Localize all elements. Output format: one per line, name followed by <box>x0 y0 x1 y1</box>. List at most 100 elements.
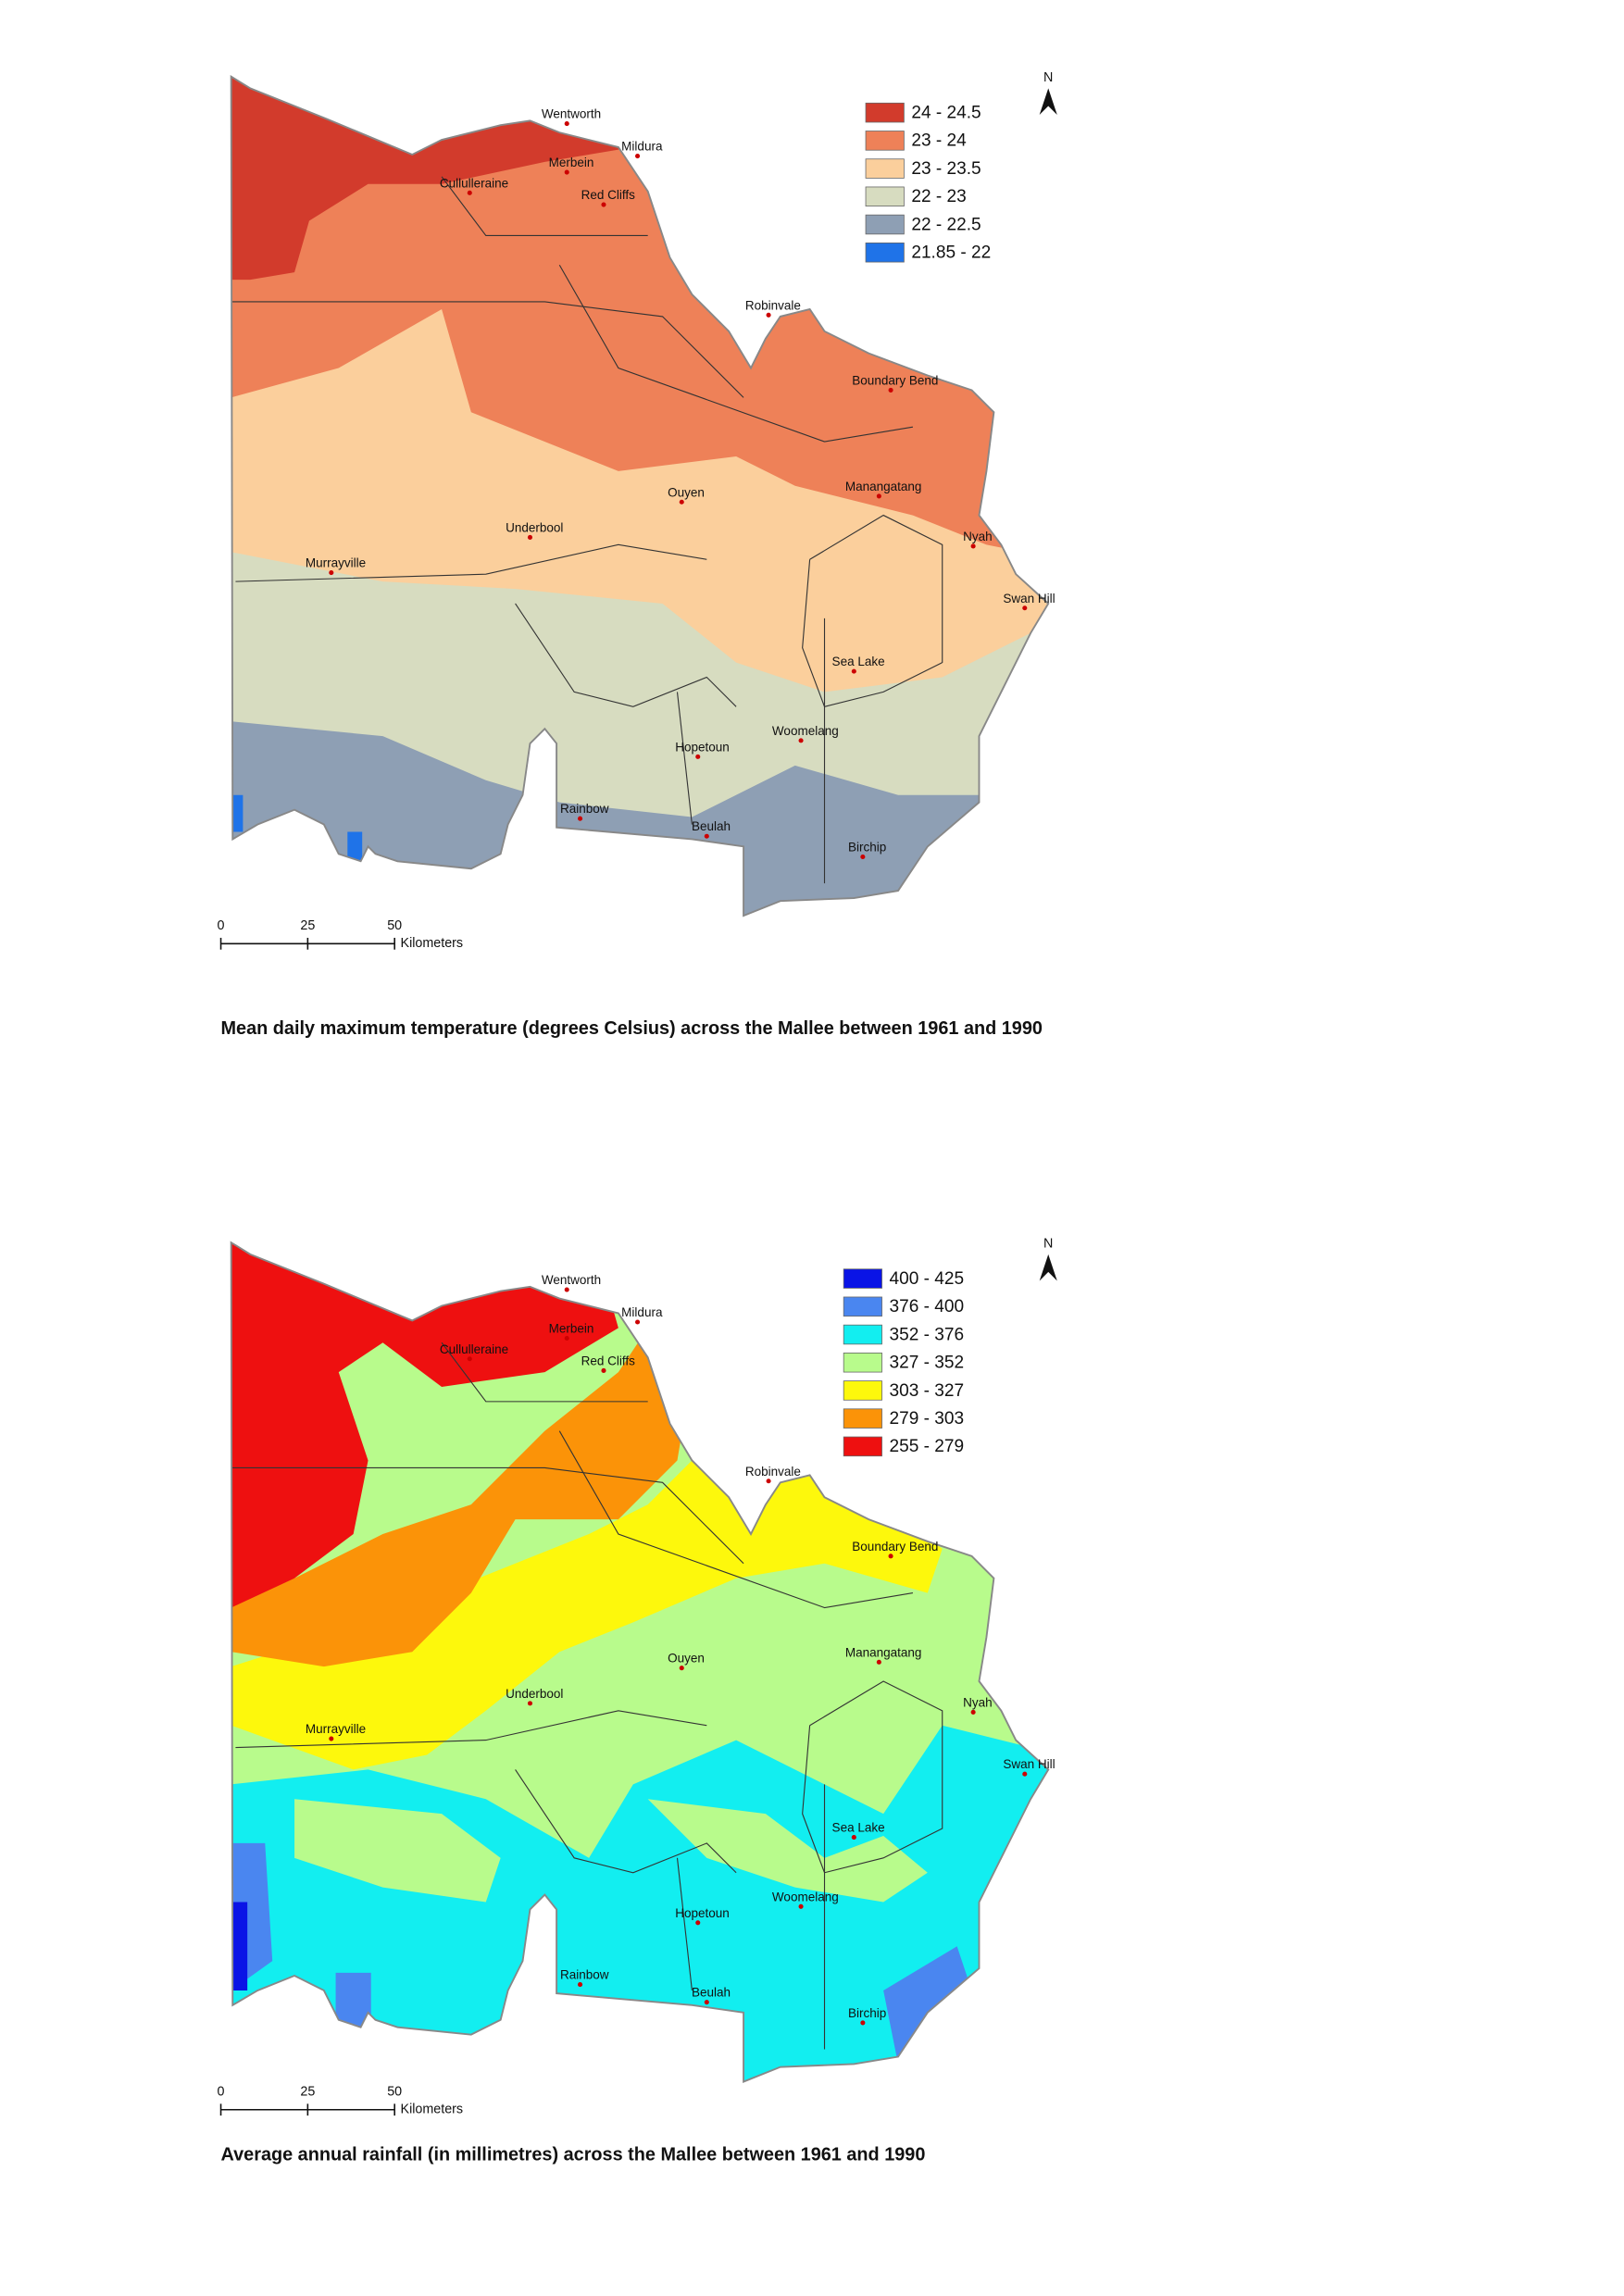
town-dot <box>467 1356 472 1362</box>
boundary-line <box>558 264 914 443</box>
legend-swatch <box>865 186 905 207</box>
town-dot <box>679 499 684 505</box>
town-dot <box>601 1367 606 1374</box>
town-dot <box>888 1554 893 1559</box>
north-label: N <box>1043 1237 1053 1252</box>
legend-swatch <box>865 131 905 151</box>
place-label: Nyah <box>963 1695 993 1709</box>
boundary-line <box>441 1341 648 1403</box>
town-dot <box>876 1659 881 1665</box>
place-label: Murrayville <box>306 556 366 570</box>
map-zone <box>883 1946 972 2065</box>
boundary-line <box>441 176 648 236</box>
place-label: Merbein <box>549 156 594 169</box>
place-label: Mildura <box>621 140 663 154</box>
legend-label: 279 - 303 <box>889 1409 964 1429</box>
place-label: Ouyen <box>668 1652 705 1666</box>
town-dot <box>564 1335 569 1341</box>
place-label: Woomelang <box>772 1890 839 1903</box>
legend-swatch <box>865 214 905 235</box>
place-label: Rainbow <box>560 1968 609 1982</box>
place-label: Mildura <box>621 1305 663 1319</box>
place-label: Red Cliffs <box>581 1354 636 1367</box>
legend-label: 22 - 23 <box>911 187 966 206</box>
town-dot <box>851 668 856 674</box>
boundary-line <box>515 1769 737 1874</box>
town-dot <box>601 202 606 207</box>
town-dot <box>704 833 709 839</box>
place-label: Cullulleraine <box>440 1342 508 1356</box>
legend-label: 23 - 24 <box>911 131 967 151</box>
town-dot <box>695 1920 701 1926</box>
town-dot <box>577 1982 583 1988</box>
place-label: Cullulleraine <box>440 176 508 190</box>
scale-label: 25 <box>300 918 315 933</box>
legend-swatch <box>843 1296 882 1317</box>
place-label: Ouyen <box>668 485 705 499</box>
map-zone <box>647 1799 928 1903</box>
town-dot <box>766 1479 771 1484</box>
boundary-line <box>676 1857 693 1991</box>
place-label: Robinvale <box>745 298 801 312</box>
town-dot <box>876 493 881 499</box>
legend-swatch <box>865 242 905 263</box>
legend-label: 21.85 - 22 <box>911 243 991 263</box>
map-zone <box>294 1799 501 1903</box>
place-label: Manangatang <box>845 1645 922 1659</box>
place-label: Boundary Bend <box>852 373 938 387</box>
north-label: N <box>1043 70 1053 85</box>
town-dot <box>527 1701 533 1706</box>
town-dot <box>564 121 569 127</box>
town-dot <box>851 1835 856 1841</box>
legend-swatch <box>843 1352 882 1373</box>
document: Wentworth Mildura Merbein Cullulleraine Red … <box>218 70 1057 2165</box>
legend-swatch <box>865 158 905 179</box>
boundary-line <box>235 1710 707 1749</box>
legend-label: 303 - 327 <box>889 1381 964 1401</box>
place-label: Wentworth <box>542 107 601 121</box>
map-panel: Wentworth Mildura Merbein Cullulleraine Red … <box>218 70 1057 951</box>
scale-label: 25 <box>300 2084 315 2099</box>
caption: Mean daily maximum temperature (degrees … <box>221 1018 1043 1039</box>
town-dot <box>527 534 533 540</box>
town-dot <box>798 1903 804 1909</box>
town-dot <box>860 2020 866 2026</box>
legend-label: 255 - 279 <box>889 1437 964 1456</box>
town-dot <box>860 854 866 860</box>
town-dot <box>467 190 472 195</box>
boundary-line <box>235 543 707 582</box>
boundary-line <box>231 301 744 398</box>
boundary-line <box>676 692 693 825</box>
place-label: Boundary Bend <box>852 1540 938 1554</box>
place-label: Underbool <box>506 1687 563 1701</box>
place-label: Sea Lake <box>832 1821 885 1835</box>
town-dot <box>564 169 569 175</box>
legend-label: 23 - 23.5 <box>911 159 981 179</box>
legend-label: 376 - 400 <box>889 1297 964 1316</box>
north-arrow <box>1039 1254 1057 1281</box>
place-label: Murrayville <box>306 1722 366 1736</box>
map-zone <box>347 831 363 862</box>
scale-unit: Kilometers <box>401 2103 464 2117</box>
legend-swatch <box>865 102 905 123</box>
town-dot <box>798 738 804 743</box>
place-label: Sea Lake <box>832 655 885 668</box>
legend-label: 352 - 376 <box>889 1325 964 1344</box>
map-outline <box>230 74 1050 917</box>
town-dot <box>635 1319 641 1325</box>
place-label: Hopetoun <box>675 740 730 754</box>
town-dot <box>1022 1771 1028 1777</box>
map-zone <box>231 1725 1049 2082</box>
boundary-line <box>515 603 737 707</box>
place-label: Beulah <box>692 819 731 833</box>
boundary-line <box>558 1430 914 1609</box>
legend-swatch <box>843 1408 882 1429</box>
town-dot <box>577 816 583 821</box>
map-zone <box>231 1902 248 1990</box>
town-dot <box>329 1736 334 1741</box>
north-arrow <box>1039 88 1057 116</box>
map-zone <box>231 794 244 832</box>
legend-label: 327 - 352 <box>889 1354 964 1373</box>
place-label: Swan Hill <box>1003 1757 1055 1771</box>
